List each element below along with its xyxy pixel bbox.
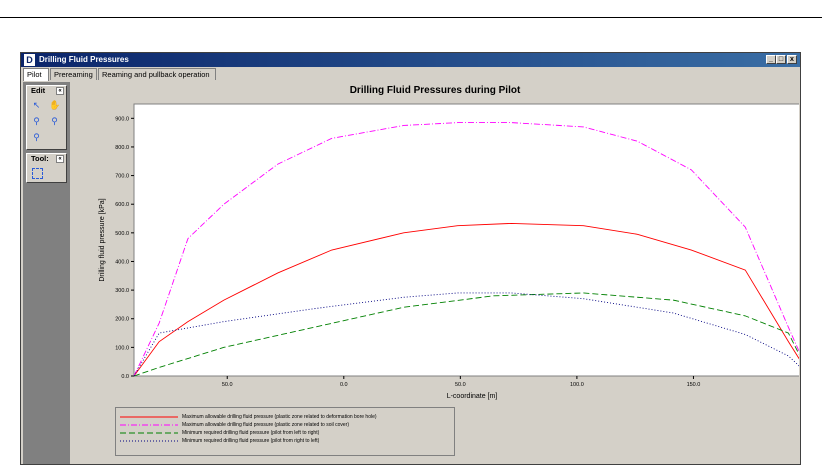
legend-entry: Maximum allowable drilling fluid pressur… bbox=[120, 421, 349, 430]
window-title: Drilling Fluid Pressures bbox=[39, 55, 129, 64]
series-line-2 bbox=[133, 122, 799, 377]
tool-toolbox: Tool: « bbox=[26, 153, 67, 183]
legend-label: Minimum required drilling fluid pressure… bbox=[182, 430, 320, 436]
y-tick-label: 800.0 bbox=[115, 145, 129, 151]
x-tick-label: 100.0 bbox=[570, 382, 584, 388]
y-tick-label: 500.0 bbox=[115, 231, 129, 237]
tool-panel: Edit « ↖ ✋ ⚲ ⚲ ⚲ Tool: « bbox=[23, 82, 70, 464]
y-tick-label: 200.0 bbox=[115, 317, 129, 323]
legend-entry: Maximum allowable drilling fluid pressur… bbox=[120, 413, 377, 422]
legend-swatch bbox=[120, 432, 178, 434]
tool-toolbox-title: Tool: bbox=[31, 154, 49, 163]
y-axis-label: Drilling fluid pressure [kPa] bbox=[99, 198, 106, 281]
zoom-fit-icon[interactable]: ⚲ bbox=[33, 132, 40, 142]
y-tick-label: 400.0 bbox=[115, 259, 129, 265]
select-icon[interactable]: ↖ bbox=[32, 100, 41, 110]
y-tick-label: 700.0 bbox=[115, 174, 129, 180]
document-top-rule bbox=[0, 17, 822, 18]
legend-entry: Minimum required drilling fluid pressure… bbox=[120, 429, 319, 438]
edit-toolbox-title: Edit bbox=[31, 86, 46, 95]
y-tick-label: 600.0 bbox=[115, 202, 129, 208]
pan-icon[interactable]: ✋ bbox=[49, 100, 61, 110]
x-tick-label: 150.0 bbox=[687, 382, 701, 388]
x-tick-label: 0.0 bbox=[340, 382, 348, 388]
tab-prereaming[interactable]: Prereaming bbox=[50, 68, 97, 80]
chart-title: Drilling Fluid Pressures during Pilot bbox=[349, 85, 521, 96]
legend-label: Maximum allowable drilling fluid pressur… bbox=[182, 414, 377, 420]
zoom-in-icon[interactable]: ⚲ bbox=[33, 116, 40, 126]
edit-toolbox-header: Edit « bbox=[27, 86, 66, 96]
close-button[interactable]: x bbox=[787, 55, 797, 64]
tab-pilot[interactable]: Pilot bbox=[23, 68, 49, 81]
series-line-3 bbox=[133, 292, 799, 377]
legend-entry: Minimum required drilling fluid pressure… bbox=[120, 437, 319, 446]
edit-toolbox: Edit « ↖ ✋ ⚲ ⚲ ⚲ bbox=[26, 85, 67, 150]
chart-legend: Maximum allowable drilling fluid pressur… bbox=[115, 407, 455, 456]
legend-label: Maximum allowable drilling fluid pressur… bbox=[182, 422, 350, 428]
zoom-out-icon[interactable]: ⚲ bbox=[51, 116, 58, 126]
drilling-fluid-window: D Drilling Fluid Pressures _ □ x Pilot P… bbox=[20, 52, 801, 465]
legend-swatch bbox=[120, 416, 178, 418]
minimize-button[interactable]: _ bbox=[766, 55, 776, 64]
legend-swatch bbox=[120, 440, 178, 442]
tab-reaming-pullback[interactable]: Reaming and pullback operation bbox=[98, 68, 216, 80]
series-line-1 bbox=[133, 222, 799, 377]
legend-swatch bbox=[120, 424, 178, 426]
maximize-button[interactable]: □ bbox=[776, 55, 786, 64]
tool-toolbox-header: Tool: « bbox=[27, 154, 66, 164]
x-tick-label: 50.0 bbox=[455, 382, 466, 388]
series-line-4 bbox=[133, 292, 799, 377]
y-tick-label: 900.0 bbox=[115, 116, 129, 122]
window-titlebar[interactable]: D Drilling Fluid Pressures _ □ x bbox=[21, 53, 800, 67]
y-tick-label: 0.0 bbox=[121, 374, 129, 380]
y-tick-label: 300.0 bbox=[115, 288, 129, 294]
x-axis-label: L-coordinate [m] bbox=[447, 393, 498, 400]
app-icon: D bbox=[24, 54, 35, 66]
marquee-icon[interactable] bbox=[32, 168, 43, 179]
x-tick-label: 50.0 bbox=[222, 382, 233, 388]
y-tick-label: 100.0 bbox=[115, 345, 129, 351]
edit-collapse-button[interactable]: « bbox=[56, 87, 64, 95]
chart-canvas: 0.0 100.0 200.0 300.0 400.0 500.0 600.0 700.0 80… bbox=[99, 103, 799, 400]
tool-collapse-button[interactable]: « bbox=[56, 155, 64, 163]
legend-label: Minimum required drilling fluid pressure… bbox=[182, 438, 320, 444]
chart-area: Drilling Fluid Pressures during Pilot 0.… bbox=[71, 82, 799, 464]
plot-area bbox=[133, 103, 799, 377]
